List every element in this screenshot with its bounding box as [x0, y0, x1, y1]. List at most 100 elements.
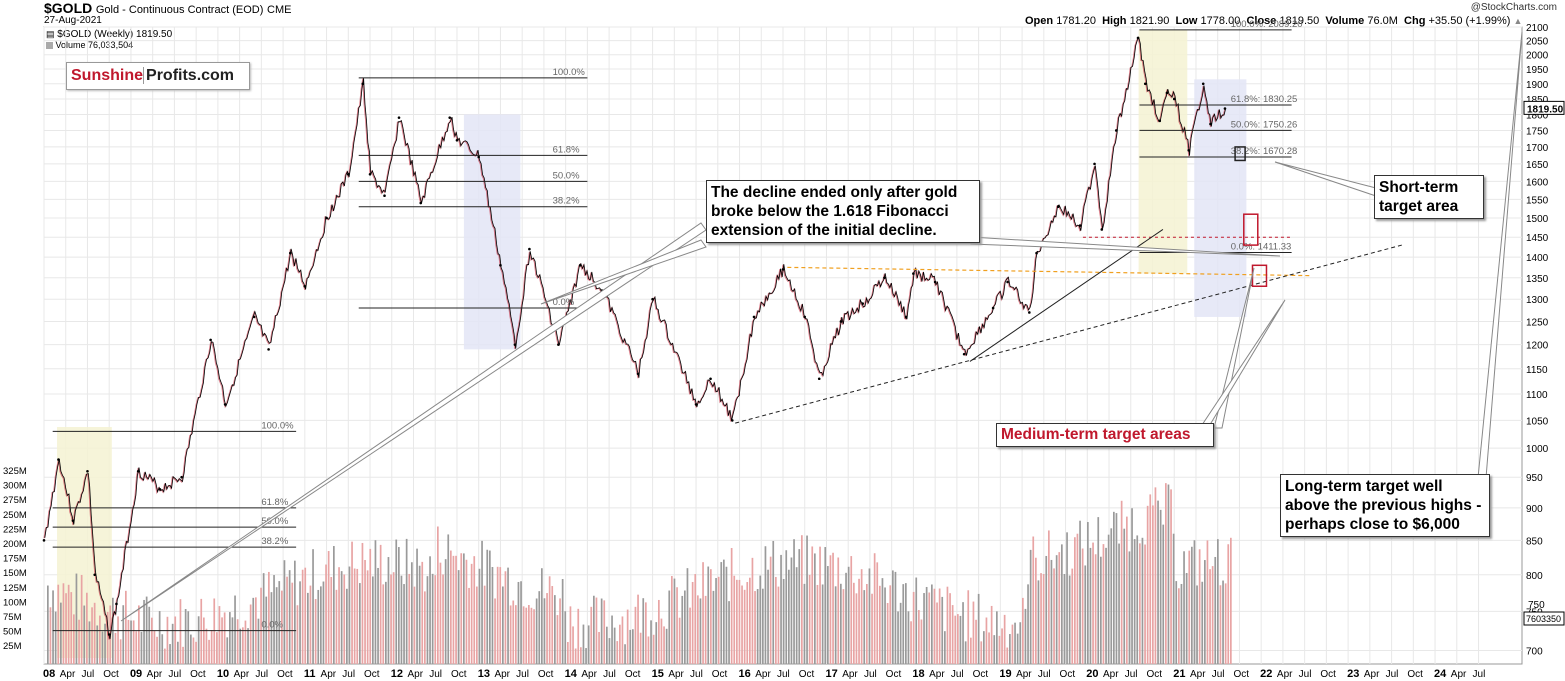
volume-bar	[447, 534, 450, 664]
volume-bar	[270, 592, 273, 664]
x-tick-label: 08	[43, 668, 55, 680]
volume-bar	[554, 595, 556, 664]
price-point	[991, 306, 995, 310]
volume-bar	[387, 557, 390, 664]
volume-bar	[244, 620, 247, 664]
x-tick-label: Oct	[625, 669, 641, 680]
price-point	[158, 487, 162, 491]
volume-bar	[925, 586, 928, 664]
fib-label: 0.0%	[261, 620, 283, 631]
y-tick-label: 1400	[1526, 253, 1549, 264]
volume-bar	[210, 630, 213, 664]
volume-bar	[941, 596, 944, 664]
volume-bar	[598, 631, 600, 664]
volume-bar	[1115, 513, 1118, 664]
volume-bar	[1178, 588, 1180, 664]
x-tick-label: Apr	[234, 669, 250, 680]
volume-bar	[1110, 528, 1113, 664]
volume-bar	[366, 570, 369, 664]
volume-bar	[299, 581, 301, 664]
volume-bar	[1191, 546, 1193, 664]
open-value: 1781.20	[1056, 15, 1096, 27]
volume-bar	[1196, 585, 1198, 664]
volume-bar	[551, 586, 554, 664]
x-tick-label: Apr	[1451, 669, 1467, 680]
volume-bar	[717, 576, 720, 664]
volume-tick-label: 25M	[3, 641, 22, 652]
volume-bar	[1167, 484, 1170, 664]
volume-bar	[819, 546, 821, 664]
medium-term-target-box	[1243, 213, 1259, 246]
price-point	[267, 348, 270, 351]
x-tick-label: Jul	[1125, 669, 1138, 680]
close-label: Close	[1246, 15, 1277, 27]
volume-bar	[811, 546, 814, 664]
collapse-arrow-icon[interactable]: ▲	[1513, 16, 1523, 26]
volume-bar	[980, 641, 983, 664]
x-tick-label: 23	[1347, 668, 1359, 680]
volume-bar	[985, 617, 988, 664]
volume-bar	[408, 573, 411, 664]
volume-bar	[689, 607, 691, 664]
volume-bar	[190, 634, 192, 664]
volume-bar	[634, 606, 637, 664]
volume-bar	[359, 583, 361, 664]
volume-bar	[481, 540, 483, 664]
volume-bar	[294, 560, 296, 664]
y-tick-label: 1600	[1526, 177, 1549, 188]
volume-bar	[637, 594, 639, 664]
volume-bar	[335, 589, 338, 664]
volume-bar	[619, 624, 621, 664]
high-label: High	[1102, 15, 1127, 27]
volume-bar	[1217, 539, 1219, 664]
volume-bar	[442, 574, 444, 664]
volume-bar	[229, 612, 231, 664]
volume-bar	[426, 576, 429, 664]
volume-bar	[312, 549, 314, 664]
volume-bar	[262, 573, 265, 664]
volume-bar	[93, 602, 96, 664]
volume-bar	[424, 591, 426, 664]
x-tick-label: Oct	[973, 669, 989, 680]
y-tick-label: 1350	[1526, 274, 1549, 285]
volume-bar	[322, 581, 325, 664]
volume-bar	[288, 570, 291, 664]
volume-bar	[463, 553, 465, 664]
volume-tick-label: 100M	[3, 597, 27, 608]
volume-bar	[590, 606, 593, 664]
volume-bar	[86, 592, 88, 664]
volume-bar	[1139, 543, 1141, 664]
volume-bar	[317, 589, 320, 664]
description: Gold - Continuous Contract (EOD)	[95, 4, 264, 16]
price-point	[803, 315, 807, 319]
volume-bar	[712, 590, 715, 664]
price-point	[752, 315, 756, 319]
volume-bar	[247, 628, 249, 664]
volume-bar	[556, 615, 559, 664]
volume-bar	[192, 637, 195, 664]
volume-bar	[600, 598, 603, 664]
volume-bar	[1063, 573, 1066, 664]
volume-bar	[894, 571, 897, 664]
volume-value: 76.0M	[1367, 15, 1398, 27]
volume-bar	[1136, 535, 1139, 664]
volume-bar	[572, 626, 574, 664]
volume-bar	[153, 630, 156, 664]
x-tick-label: Oct	[277, 669, 293, 680]
volume-bar	[70, 592, 73, 664]
price-point	[252, 315, 256, 319]
volume-bar	[751, 557, 754, 664]
price-point	[1172, 97, 1176, 101]
price-point	[1078, 224, 1082, 227]
y-tick-label: 2050	[1526, 37, 1549, 48]
x-tick-label: Jul	[429, 669, 442, 680]
legend-volume: Volume 76,033,504	[46, 40, 133, 50]
volume-bar	[291, 582, 294, 664]
x-tick-label: Apr	[60, 669, 76, 680]
y-tick-label: 2100	[1526, 23, 1549, 34]
volume-bar	[837, 557, 840, 664]
volume-bar	[221, 617, 223, 664]
x-tick-label: Apr	[668, 669, 684, 680]
y-tick-label: 1750	[1526, 126, 1549, 137]
fib-label: 100.0%: 2089.20	[1231, 19, 1303, 30]
